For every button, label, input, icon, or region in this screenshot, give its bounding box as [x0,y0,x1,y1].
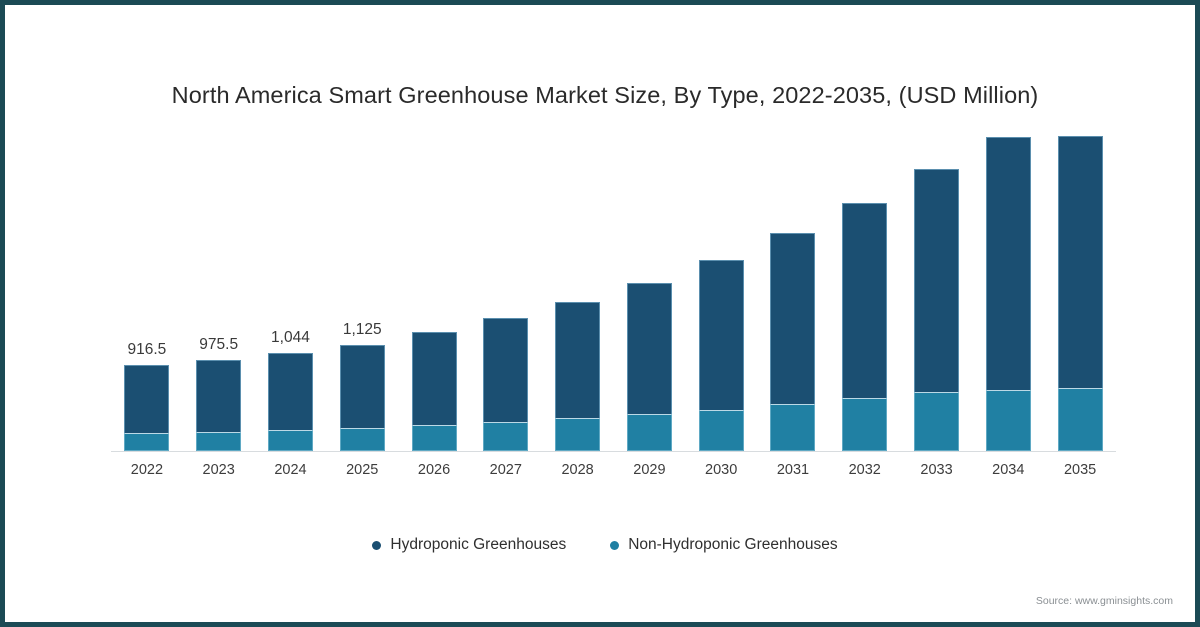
x-axis-tick-2034: 2034 [992,462,1025,478]
bar-segment-hydroponic[interactable] [1057,135,1103,389]
bar-segment-non-hydroponic[interactable] [483,422,529,451]
chart-canvas: North America Smart Greenhouse Market Si… [10,10,1190,617]
x-axis-tick-2022: 2022 [130,462,164,478]
x-axis-tick-2025: 2025 [346,462,379,478]
bar-segment-non-hydroponic[interactable] [555,418,601,451]
bar-column[interactable] [1057,135,1103,451]
bar-column[interactable] [770,233,816,451]
bar-column[interactable] [483,317,529,451]
bar-value-label: 1,044 [271,329,310,347]
bar-segment-hydroponic[interactable] [267,353,313,431]
x-axis-tick-2032: 2032 [848,462,881,478]
bar-column[interactable] [985,137,1031,451]
bar-segment-non-hydroponic[interactable] [124,432,170,451]
bar-value-label: 1,125 [342,321,382,339]
bar-column[interactable] [698,260,744,451]
bar-segment-non-hydroponic[interactable] [196,431,242,451]
x-axis-tick-2030: 2030 [705,462,738,478]
bar-segment-non-hydroponic[interactable] [842,398,888,451]
bar-segment-hydroponic[interactable] [842,202,888,398]
legend-item-hydroponic[interactable]: Hydroponic Greenhouses [372,536,566,554]
bar-segment-hydroponic[interactable] [339,345,385,429]
bar-segment-hydroponic[interactable] [626,282,672,415]
chart-legend: Hydroponic Greenhouses Non-Hydroponic Gre… [10,536,1195,554]
x-axis-tick-2024: 2024 [274,462,307,478]
x-axis-tick-2033: 2033 [920,462,953,478]
bar-column[interactable] [842,202,888,451]
legend-marker-dot-icon [372,540,382,550]
bar-segment-non-hydroponic[interactable] [698,410,744,451]
bar-segment-non-hydroponic[interactable] [411,425,457,451]
x-axis-tick-2027: 2027 [489,462,522,478]
bar-value-label: 975.5 [199,335,239,353]
bar-segment-non-hydroponic[interactable] [1057,388,1103,451]
bar-column[interactable]: 916.5 [124,341,170,451]
bar-column[interactable]: 1,044 [267,329,313,451]
bar-column[interactable] [626,282,672,451]
x-axis-tick-2035: 2035 [1063,462,1097,478]
legend-label: Non-Hydroponic Greenhouses [628,536,838,553]
bar-segment-hydroponic[interactable] [196,359,242,432]
page-title: North America Smart Greenhouse Market Si… [171,82,1039,108]
legend-label: Hydroponic Greenhouses [390,536,567,553]
x-axis-tick-2028: 2028 [561,462,594,478]
axis-baseline [111,451,1116,452]
bar-column[interactable]: 1,125 [339,321,385,451]
bar-segment-non-hydroponic[interactable] [985,390,1031,451]
x-axis-tick-2023: 2023 [202,462,235,478]
bar-value-label: 916.5 [127,341,167,359]
bar-segment-non-hydroponic[interactable] [770,404,816,451]
bar-segment-non-hydroponic[interactable] [339,428,385,451]
x-axis-tick-2026: 2026 [417,462,451,478]
bar-segment-hydroponic[interactable] [483,317,529,423]
bar-segment-hydroponic[interactable] [411,332,457,426]
bar-segment-hydroponic[interactable] [698,260,744,411]
bar-segment-hydroponic[interactable] [985,137,1031,391]
bar-segment-non-hydroponic[interactable] [267,430,313,451]
bar-column[interactable] [914,169,960,451]
plot-area: 916.5 975.5 1,044 1,125 [111,125,1116,451]
x-axis-tick-2029: 2029 [633,462,666,478]
bar-segment-hydroponic[interactable] [124,365,170,433]
legend-item-non-hydroponic[interactable]: Non-Hydroponic Greenhouses [610,536,838,554]
x-axis-tick-labels: 2022 2023 2024 2025 2026 2027 2028 2029 2030 2031… [111,462,1116,484]
bar-segment-hydroponic[interactable] [770,233,816,404]
bar-column[interactable] [555,301,601,451]
bar-segment-hydroponic[interactable] [555,301,601,419]
bar-segment-non-hydroponic[interactable] [626,414,672,451]
x-axis-tick-2031: 2031 [776,462,810,478]
source-attribution: Source: www.gminsights.com [1035,595,1173,607]
bar-column[interactable] [411,332,457,451]
bar-segment-hydroponic[interactable] [914,169,960,392]
legend-marker-dot-icon [610,540,620,550]
bar-segment-non-hydroponic[interactable] [914,392,960,451]
bar-column[interactable]: 975.5 [196,336,242,451]
